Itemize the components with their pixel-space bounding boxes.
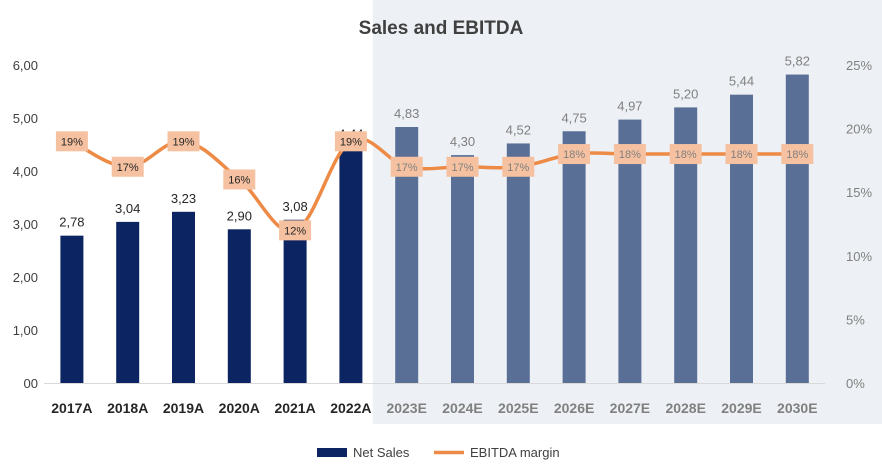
x-tick-label: 2023E <box>386 400 426 416</box>
net-sales-bar <box>227 229 251 383</box>
x-tick-label: 2027E <box>610 400 650 416</box>
ebitda-margin-marker <box>55 131 88 152</box>
net-sales-bar <box>618 119 642 383</box>
ebitda-margin-marker <box>223 169 256 190</box>
net-sales-bar <box>339 147 363 383</box>
net-sales-bar <box>116 221 140 383</box>
net-sales-value-label: 4,75 <box>561 110 586 125</box>
right-y-tick-label: 20% <box>846 122 872 137</box>
net-sales-value-label: 3,04 <box>115 201 140 216</box>
legend: Net Sales EBITDA margin <box>317 445 560 460</box>
net-sales-value-label: 4,97 <box>617 99 642 114</box>
chart-title: Sales and EBITDA <box>359 18 524 39</box>
ebitda-margin-label: 16% <box>228 174 250 186</box>
left-y-tick-label: 3,00 <box>13 217 38 232</box>
right-y-tick-label: 0% <box>846 376 865 391</box>
legend-ebitda-margin-label: EBITDA margin <box>470 445 560 460</box>
ebitda-margin-label: 17% <box>396 162 418 174</box>
net-sales-value-label: 2,90 <box>227 208 252 223</box>
ebitda-margin-marker <box>502 156 535 177</box>
ebitda-margin-marker <box>167 131 200 152</box>
ebitda-margin-label: 18% <box>563 149 585 161</box>
left-y-tick-label: 6,00 <box>13 58 38 73</box>
ebitda-margin-markers: 19% 17% 19% 16% 12% 19% 17% 17% 17% 18% 18% 18% 18% 1… <box>55 131 814 241</box>
net-sales-value-label: 3,08 <box>282 199 307 214</box>
ebitda-margin-label: 19% <box>172 136 194 148</box>
left-y-tick-label: 2,00 <box>13 270 38 285</box>
net-sales-bar <box>395 127 419 383</box>
x-tick-label: 2024E <box>442 400 482 416</box>
ebitda-margin-marker <box>669 144 702 165</box>
net-sales-value-label: 5,20 <box>673 86 698 101</box>
ebitda-margin-marker <box>446 156 479 177</box>
x-tick-label: 2025E <box>498 400 538 416</box>
net-sales-bar <box>451 155 474 383</box>
x-tick-label: 2018A <box>107 400 148 416</box>
x-tick-label: 2030E <box>777 400 817 416</box>
ebitda-margin-marker <box>111 156 144 177</box>
ebitda-margin-label: 19% <box>340 136 362 148</box>
right-y-tick-label: 10% <box>846 249 872 264</box>
x-tick-label: 2026E <box>554 400 594 416</box>
x-tick-label: 2020A <box>219 400 260 416</box>
right-y-tick-label: 15% <box>846 185 872 200</box>
ebitda-margin-marker <box>613 144 646 165</box>
net-sales-bar <box>506 143 530 383</box>
net-sales-bars <box>60 74 809 384</box>
right-y-tick-label: 5% <box>846 312 865 327</box>
ebitda-margin-marker <box>781 144 814 165</box>
net-sales-bar <box>562 131 586 383</box>
right-y-axis: 0% 5% 10% 15% 20% 25% <box>846 58 872 391</box>
ebitda-margin-marker <box>725 144 758 165</box>
legend-net-sales-swatch <box>317 448 347 457</box>
ebitda-margin-marker <box>558 144 591 165</box>
legend-net-sales-label: Net Sales <box>353 445 410 460</box>
net-sales-value-label: 4,30 <box>450 134 475 149</box>
left-y-tick-label: 5,00 <box>13 111 38 126</box>
left-y-tick-label: 1,00 <box>13 323 38 338</box>
net-sales-bar <box>60 235 84 383</box>
ebitda-margin-label: 17% <box>507 162 529 174</box>
left-y-axis: 00 1,00 2,00 3,00 4,00 5,00 6,00 <box>13 58 38 391</box>
right-y-tick-label: 25% <box>846 58 872 73</box>
x-tick-label: 2017A <box>51 400 92 416</box>
ebitda-margin-label: 18% <box>675 149 697 161</box>
net-sales-bar <box>283 219 307 383</box>
left-y-tick-label: 00 <box>24 376 38 391</box>
net-sales-bar <box>785 74 809 383</box>
ebitda-margin-label: 17% <box>117 162 139 174</box>
x-tick-label: 2028E <box>665 400 705 416</box>
ebitda-margin-label: 17% <box>451 162 473 174</box>
ebitda-margin-marker <box>390 156 423 177</box>
net-sales-value-label: 3,23 <box>171 191 196 206</box>
net-sales-bar <box>172 211 195 383</box>
x-tick-label: 2029E <box>721 400 761 416</box>
net-sales-value-label: 5,82 <box>785 54 810 69</box>
net-sales-value-label: 5,44 <box>729 74 754 89</box>
ebitda-margin-label: 12% <box>284 225 306 237</box>
net-sales-value-label: 4,52 <box>506 122 531 137</box>
ebitda-margin-label: 18% <box>730 149 752 161</box>
ebitda-margin-marker <box>279 220 312 241</box>
ebitda-margin-marker <box>334 131 367 152</box>
ebitda-margin-label: 18% <box>786 149 808 161</box>
x-axis: 2017A 2018A 2019A 2020A 2021A 2022A 2023E 2024E… <box>44 383 826 416</box>
net-sales-bar <box>674 107 698 384</box>
x-tick-label: 2019A <box>163 400 204 416</box>
left-y-tick-label: 4,00 <box>13 164 38 179</box>
net-sales-value-label: 2,78 <box>59 215 84 230</box>
net-sales-bar <box>730 94 753 384</box>
ebitda-margin-label: 19% <box>61 136 83 148</box>
net-sales-value-label: 4,83 <box>394 106 419 121</box>
x-tick-label: 2022A <box>330 400 371 416</box>
ebitda-margin-label: 18% <box>619 149 641 161</box>
x-tick-label: 2021A <box>274 400 315 416</box>
